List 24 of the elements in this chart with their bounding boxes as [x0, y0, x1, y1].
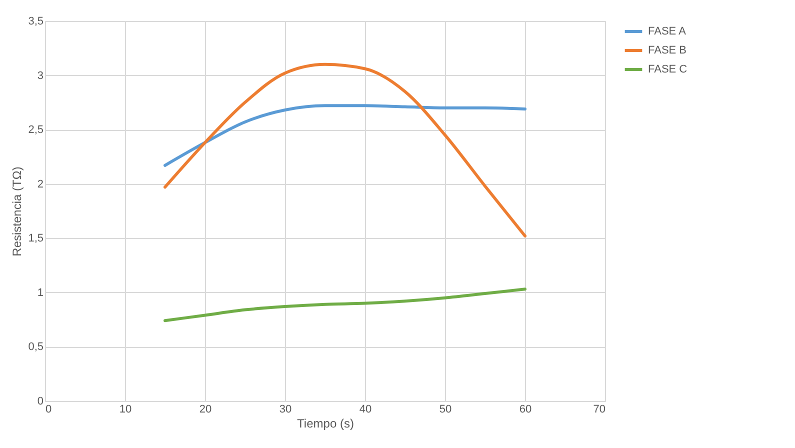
y-tick-label: 1,5: [28, 232, 44, 245]
x-tick-label: 60: [519, 404, 532, 416]
legend-label: FASE A: [648, 26, 687, 38]
line-series: [164, 62, 526, 238]
y-tick-label: 0: [37, 396, 44, 408]
y-tick-label: 2,5: [28, 124, 44, 136]
x-axis-title: Tiempo (s): [297, 416, 354, 430]
y-tick-label: 0,5: [28, 341, 44, 354]
x-tick-label: 40: [359, 404, 372, 416]
line-series: [164, 104, 526, 167]
y-tick-label: 3,5: [28, 16, 44, 28]
y-tick-label: 3: [37, 70, 44, 82]
legend-label: FASE B: [648, 44, 687, 56]
x-tick-label: 70: [593, 404, 606, 416]
x-tick-label: 20: [199, 404, 212, 416]
x-tick-label: 50: [439, 404, 452, 416]
y-tick-label: 2: [37, 178, 44, 190]
x-tick-label: 10: [119, 404, 132, 416]
y-axis-title: Resistencia (TΩ): [10, 166, 24, 256]
y-tick-label: 1: [37, 286, 44, 299]
legend-label: FASE C: [648, 64, 688, 76]
x-tick-label: 30: [279, 404, 292, 416]
line-series: [164, 288, 526, 322]
x-tick-label: 0: [46, 404, 52, 416]
